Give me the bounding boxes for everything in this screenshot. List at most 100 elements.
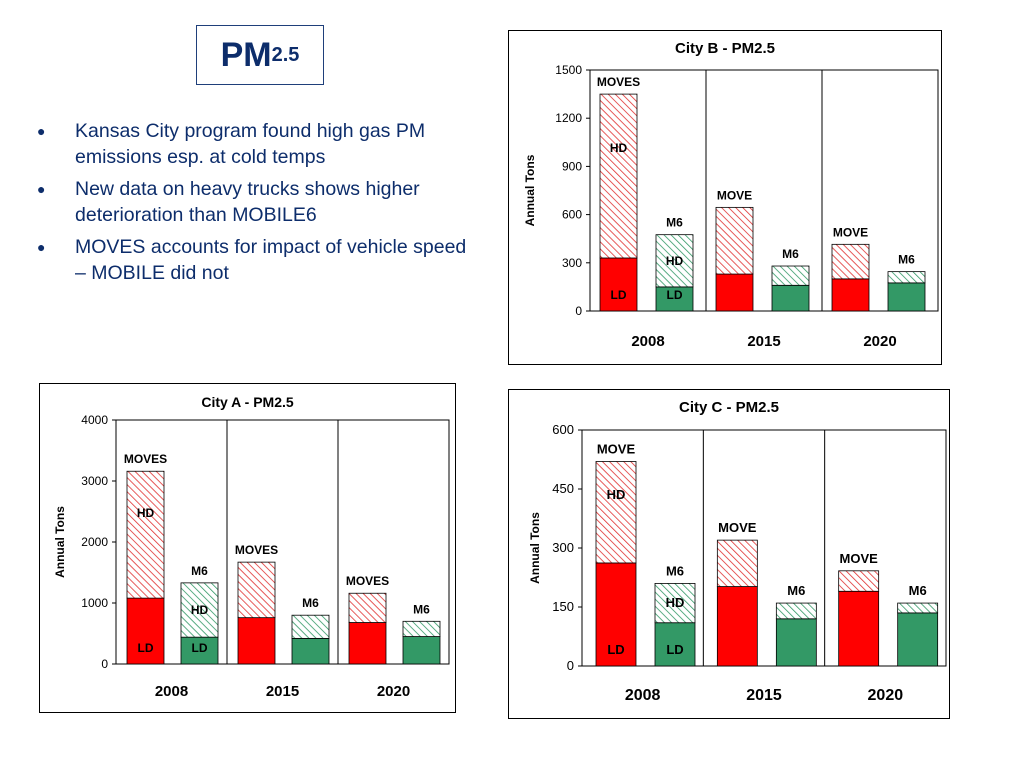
y-tick-label: 1000 — [81, 596, 108, 610]
bullet-text: New data on heavy trucks shows higher de… — [75, 178, 420, 226]
bar-hd-2020-m6 — [887, 271, 926, 284]
bar-ld-2015-m6 — [775, 618, 817, 667]
plot-area — [589, 69, 939, 312]
y-tick-label: 300 — [552, 540, 574, 555]
bar-hd-2015-moves — [715, 206, 754, 275]
segment-label-ld: LD — [607, 642, 624, 657]
bar-hd-2008-moves — [126, 470, 165, 599]
bar-hd-2015-m6 — [291, 614, 330, 639]
bar-model-label: MOVE — [718, 520, 757, 535]
bar-model-label: MOVES — [124, 452, 167, 466]
y-tick-label: 150 — [552, 599, 574, 614]
chart-svg: City B - PM2.5 0 300 600 900 1200 1500 Annual T… — [523, 40, 939, 350]
bar-hd-2008-m6 — [180, 582, 219, 638]
slide-title: PM 2.5 — [196, 25, 324, 85]
segment-label-ld: LD — [611, 288, 627, 302]
bar-ld-2020-moves — [838, 590, 880, 667]
bullet-list: ● Kansas City program found high gas PM e… — [34, 118, 474, 292]
bullet-text: MOVES accounts for impact of vehicle spe… — [75, 236, 467, 284]
bar-hd-2008-m6 — [655, 234, 694, 288]
bar-model-label: MOVE — [840, 551, 879, 566]
bar-model-label: MOVE — [597, 441, 636, 456]
segment-label-ld: LD — [138, 641, 154, 655]
x-group-label: 2008 — [155, 683, 188, 700]
y-tick-label: 300 — [562, 256, 582, 270]
x-group-label: 2020 — [868, 687, 904, 704]
bar-model-label: MOVES — [597, 75, 640, 89]
y-tick-label: 0 — [575, 304, 582, 318]
bar-model-label: MOVES — [235, 543, 278, 557]
y-axis-label: Annual Tons — [523, 154, 537, 226]
segment-label-hd: HD — [137, 506, 155, 520]
plot-area — [581, 429, 947, 667]
bar-hd-2015-m6 — [775, 602, 817, 620]
bar-hd-2020-moves — [348, 592, 387, 623]
bar-model-label: M6 — [898, 253, 915, 267]
bullet-text: Kansas City program found high gas PM em… — [75, 120, 426, 168]
bar-hd-2008-moves — [595, 461, 637, 564]
segment-label-hd: HD — [666, 595, 685, 610]
bar-ld-2015-m6 — [771, 284, 810, 312]
y-tick-label: 4000 — [81, 413, 108, 427]
bullet-item: ● New data on heavy trucks shows higher d… — [34, 176, 474, 228]
bar-hd-2020-m6 — [897, 602, 939, 614]
bar-model-label: MOVES — [346, 574, 389, 588]
y-tick-label: 1500 — [555, 63, 582, 77]
chart-title: City B - PM2.5 — [675, 40, 775, 57]
y-tick-label: 600 — [552, 422, 574, 437]
chart-title: City A - PM2.5 — [201, 394, 294, 410]
bar-ld-2008-m6 — [180, 636, 219, 665]
bar-hd-2015-moves — [237, 561, 276, 619]
bar-hd-2015-moves — [716, 539, 758, 587]
bar-ld-2020-m6 — [897, 612, 939, 667]
bar-ld-2015-moves — [237, 617, 276, 665]
bar-hd-2015-m6 — [771, 265, 810, 286]
bar-ld-2015-moves — [715, 273, 754, 312]
x-group-label: 2015 — [747, 333, 780, 350]
segment-label-hd: HD — [191, 603, 209, 617]
segment-label-hd: HD — [607, 487, 626, 502]
y-tick-label: 900 — [562, 159, 582, 173]
segment-label-hd: HD — [666, 254, 684, 268]
x-group-label: 2020 — [863, 333, 896, 350]
bar-model-label: M6 — [787, 583, 805, 598]
bar-model-label: M6 — [413, 602, 430, 616]
y-tick-label: 450 — [552, 481, 574, 496]
bar-ld-2015-m6 — [291, 637, 330, 665]
bar-ld-2020-moves — [348, 622, 387, 665]
bar-model-label: M6 — [302, 596, 319, 610]
bar-model-label: MOVE — [833, 225, 868, 239]
segment-label-ld: LD — [667, 288, 683, 302]
bullet-dot-icon: ● — [37, 239, 46, 255]
bar-model-label: M6 — [191, 564, 208, 578]
y-tick-label: 3000 — [81, 474, 108, 488]
bar-hd-2020-moves — [838, 570, 880, 592]
y-tick-label: 1200 — [555, 111, 582, 125]
bar-ld-2020-m6 — [887, 282, 926, 312]
segment-label-hd: HD — [610, 141, 628, 155]
bar-ld-2008-moves — [599, 257, 638, 312]
y-tick-label: 0 — [101, 657, 108, 671]
y-axis-label: Annual Tons — [528, 512, 542, 584]
chart-city-b: City B - PM2.5 0 300 600 900 1200 1500 Annual T… — [508, 30, 942, 365]
bar-model-label: MOVE — [717, 188, 752, 202]
bar-ld-2015-moves — [716, 586, 758, 667]
bar-ld-2020-moves — [831, 278, 870, 312]
y-tick-label: 2000 — [81, 535, 108, 549]
bar-ld-2008-m6 — [655, 286, 694, 312]
bar-hd-2020-m6 — [402, 620, 441, 637]
bar-ld-2008-m6 — [654, 622, 696, 667]
bar-model-label: M6 — [666, 216, 683, 230]
bar-ld-2020-m6 — [402, 636, 441, 665]
bullet-item: ● MOVES accounts for impact of vehicle sp… — [34, 234, 474, 286]
chart-title: City C - PM2.5 — [679, 399, 779, 416]
slide-title-subscript: 2.5 — [271, 43, 300, 66]
chart-svg: City A - PM2.5 0 1000 2000 3000 4000 Annual To… — [53, 394, 450, 700]
bar-ld-2008-moves — [595, 562, 637, 667]
segment-label-ld: LD — [192, 641, 208, 655]
bar-hd-2008-m6 — [654, 582, 696, 624]
bullet-item: ● Kansas City program found high gas PM e… — [34, 118, 474, 170]
bar-model-label: M6 — [666, 563, 684, 578]
slide-title-main: PM — [220, 35, 272, 74]
bar-hd-2020-moves — [831, 243, 870, 280]
